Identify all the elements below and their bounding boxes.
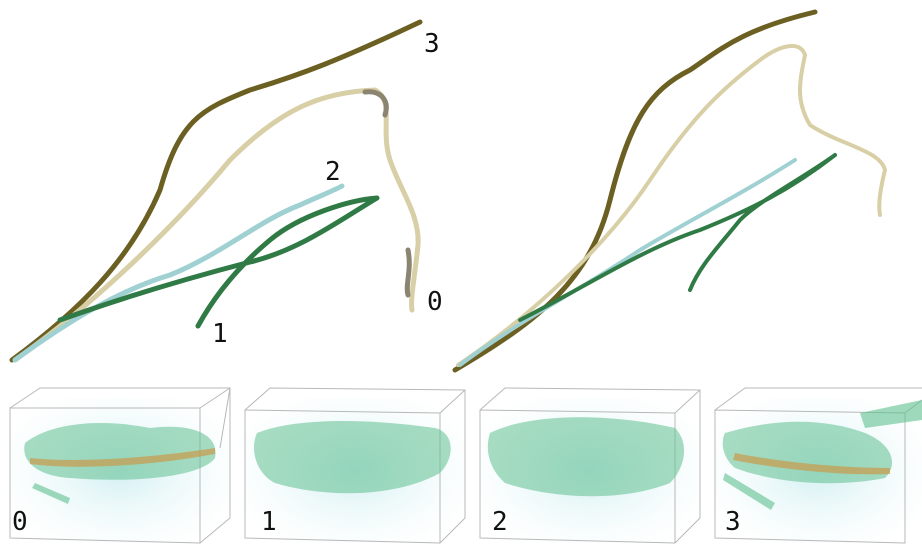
- volume-label: 0: [12, 507, 28, 537]
- volume-label: 2: [492, 507, 508, 537]
- volume-3: 3: [714, 387, 922, 544]
- trajectory-label: 2: [325, 157, 341, 187]
- volume-2: 2: [479, 387, 701, 544]
- trajectories-right: [452, 9, 887, 373]
- trajectory-3: [9, 19, 423, 363]
- volume-label: 3: [725, 507, 741, 537]
- trajectory-1: [57, 195, 380, 329]
- trajectory-0-dark: [362, 89, 412, 298]
- trajectory-label: 1: [212, 319, 228, 349]
- volume-1: 1: [244, 387, 466, 544]
- trajectory-1: [518, 153, 837, 322]
- volume-row: 0 1 2 3: [9, 387, 922, 544]
- trajectory-2: [458, 158, 797, 367]
- volume-label: 1: [261, 507, 277, 537]
- volume-0: 0: [9, 387, 231, 544]
- trajectory-label: 3: [424, 29, 440, 59]
- trajectory-label: 0: [427, 287, 443, 317]
- trajectory-3: [452, 9, 818, 373]
- trajectory-0: [456, 44, 887, 367]
- trajectories-left: 3 2 0 1: [9, 19, 443, 363]
- trajectory-2: [12, 183, 345, 363]
